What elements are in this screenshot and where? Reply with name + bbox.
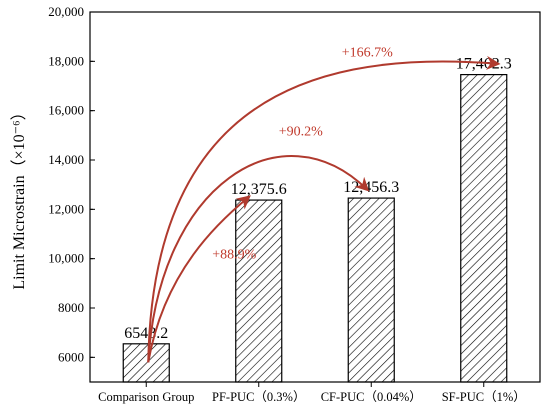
y-tick-label: 8000 — [58, 300, 84, 315]
annotation-arrow — [147, 155, 370, 363]
data-label: 12,375.6 — [231, 181, 287, 198]
bar — [122, 343, 170, 383]
plot-frame — [89, 11, 541, 383]
annotation-label: +166.7% — [342, 45, 393, 60]
bar — [460, 73, 508, 383]
y-tick-label: 18,000 — [48, 53, 84, 68]
annotation-arrow — [147, 195, 251, 363]
annotation-arrows: +88.9% +90.2% +166.7% — [147, 45, 501, 363]
bars — [122, 73, 508, 383]
data-label: 6548.2 — [124, 325, 168, 342]
bar — [347, 197, 395, 383]
y-tick-label: 12,000 — [48, 201, 84, 216]
annotation-arrow — [147, 55, 501, 363]
y-tick-label: 14,000 — [48, 152, 84, 167]
bar — [235, 199, 283, 383]
x-tick-label: SF-PUC（1%） — [442, 390, 526, 404]
x-tick-label: CF-PUC（0.04%） — [321, 390, 422, 404]
annotation-label: +90.2% — [279, 124, 323, 139]
data-label: 17,462.3 — [456, 56, 512, 73]
annotation-label: +88.9% — [212, 248, 256, 263]
y-tick-label: 10,000 — [48, 251, 84, 266]
axes: 6000 8000 10,000 12,000 14,000 16,000 18,000 20… — [10, 4, 541, 387]
y-tick-label: 6000 — [58, 349, 84, 364]
data-label: 12,456.3 — [343, 179, 399, 196]
y-tick-label: 16,000 — [48, 103, 84, 118]
x-tick-label: PF-PUC（0.3%） — [212, 390, 305, 404]
y-axis-label: Limit Microstrain（×10⁻⁶） — [10, 104, 28, 289]
y-tick-label: 20,000 — [48, 4, 84, 19]
x-tick-label: Comparison Group — [98, 390, 194, 404]
